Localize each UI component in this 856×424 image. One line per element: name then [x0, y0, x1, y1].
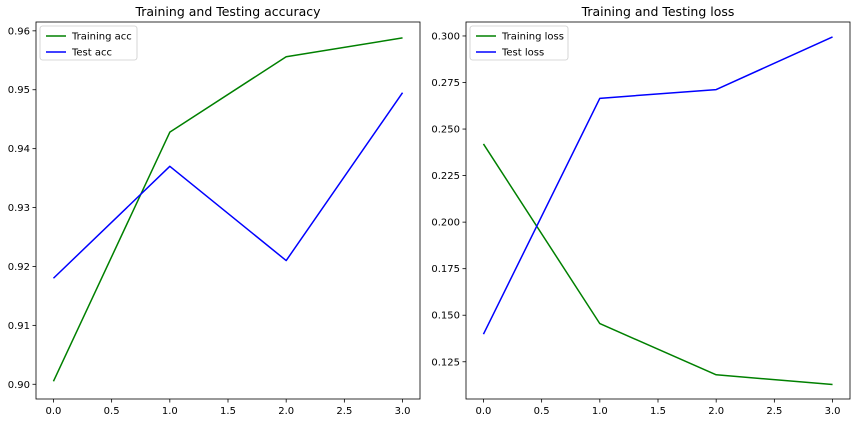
legend-label: Training loss — [501, 32, 564, 43]
y-tick-label: 0.300 — [431, 31, 460, 42]
y-tick-label: 0.225 — [431, 171, 460, 182]
x-tick-label: 0.0 — [476, 406, 492, 417]
y-tick-label: 0.94 — [8, 144, 30, 155]
axes-frame — [35, 21, 421, 400]
x-tick-label: 2.5 — [766, 406, 782, 417]
y-tick-label: 0.275 — [431, 78, 460, 89]
x-tick-label: 2.0 — [278, 406, 294, 417]
chart-title: Training and Testing loss — [581, 4, 735, 19]
x-tick-label: 1.0 — [592, 406, 608, 417]
x-tick-label: 3.0 — [395, 406, 411, 417]
chart-1: Training and Testing loss 0.0 0.5 1.0 1.5 2.0… — [431, 4, 851, 417]
legend: Training loss Test loss — [469, 25, 569, 61]
legend: Training acc Test acc — [39, 25, 138, 61]
legend-label: Training acc — [71, 32, 132, 43]
y-tick-label: 0.91 — [8, 321, 30, 332]
x-tick-label: 0.5 — [534, 406, 550, 417]
series-line-training-acc — [52, 37, 403, 382]
x-tick-label: 2.0 — [708, 406, 724, 417]
chart-title: Training and Testing accuracy — [134, 4, 321, 19]
x-tick-label: 1.5 — [650, 406, 666, 417]
y-tick-label: 0.93 — [8, 203, 30, 214]
x-tick-label: 0.0 — [46, 406, 62, 417]
y-tick-label: 0.250 — [431, 125, 460, 136]
legend-label: Test acc — [71, 48, 112, 59]
y-tick-label: 0.95 — [8, 85, 30, 96]
x-tick-label: 3.0 — [825, 406, 841, 417]
y-tick-label: 0.175 — [431, 264, 460, 275]
x-tick-label: 1.5 — [220, 406, 236, 417]
series-line-test-acc — [52, 92, 404, 279]
y-tick-label: 0.90 — [8, 380, 30, 391]
x-tick-label: 2.5 — [336, 406, 352, 417]
y-tick-label: 0.150 — [431, 311, 460, 322]
series-line-test-loss — [482, 36, 833, 335]
x-tick-label: 0.5 — [104, 406, 120, 417]
y-tick-label: 0.200 — [431, 218, 460, 229]
y-tick-label: 0.96 — [8, 26, 30, 37]
x-tick-label: 1.0 — [162, 406, 178, 417]
axes-frame — [465, 21, 851, 400]
series-line-training-loss — [482, 143, 833, 386]
y-tick-label: 0.92 — [8, 262, 30, 273]
chart-0: Training and Testing accuracy 0.0 0.5 1.0 1.… — [8, 4, 421, 417]
legend-label: Test loss — [501, 48, 544, 59]
y-tick-label: 0.125 — [431, 357, 460, 368]
